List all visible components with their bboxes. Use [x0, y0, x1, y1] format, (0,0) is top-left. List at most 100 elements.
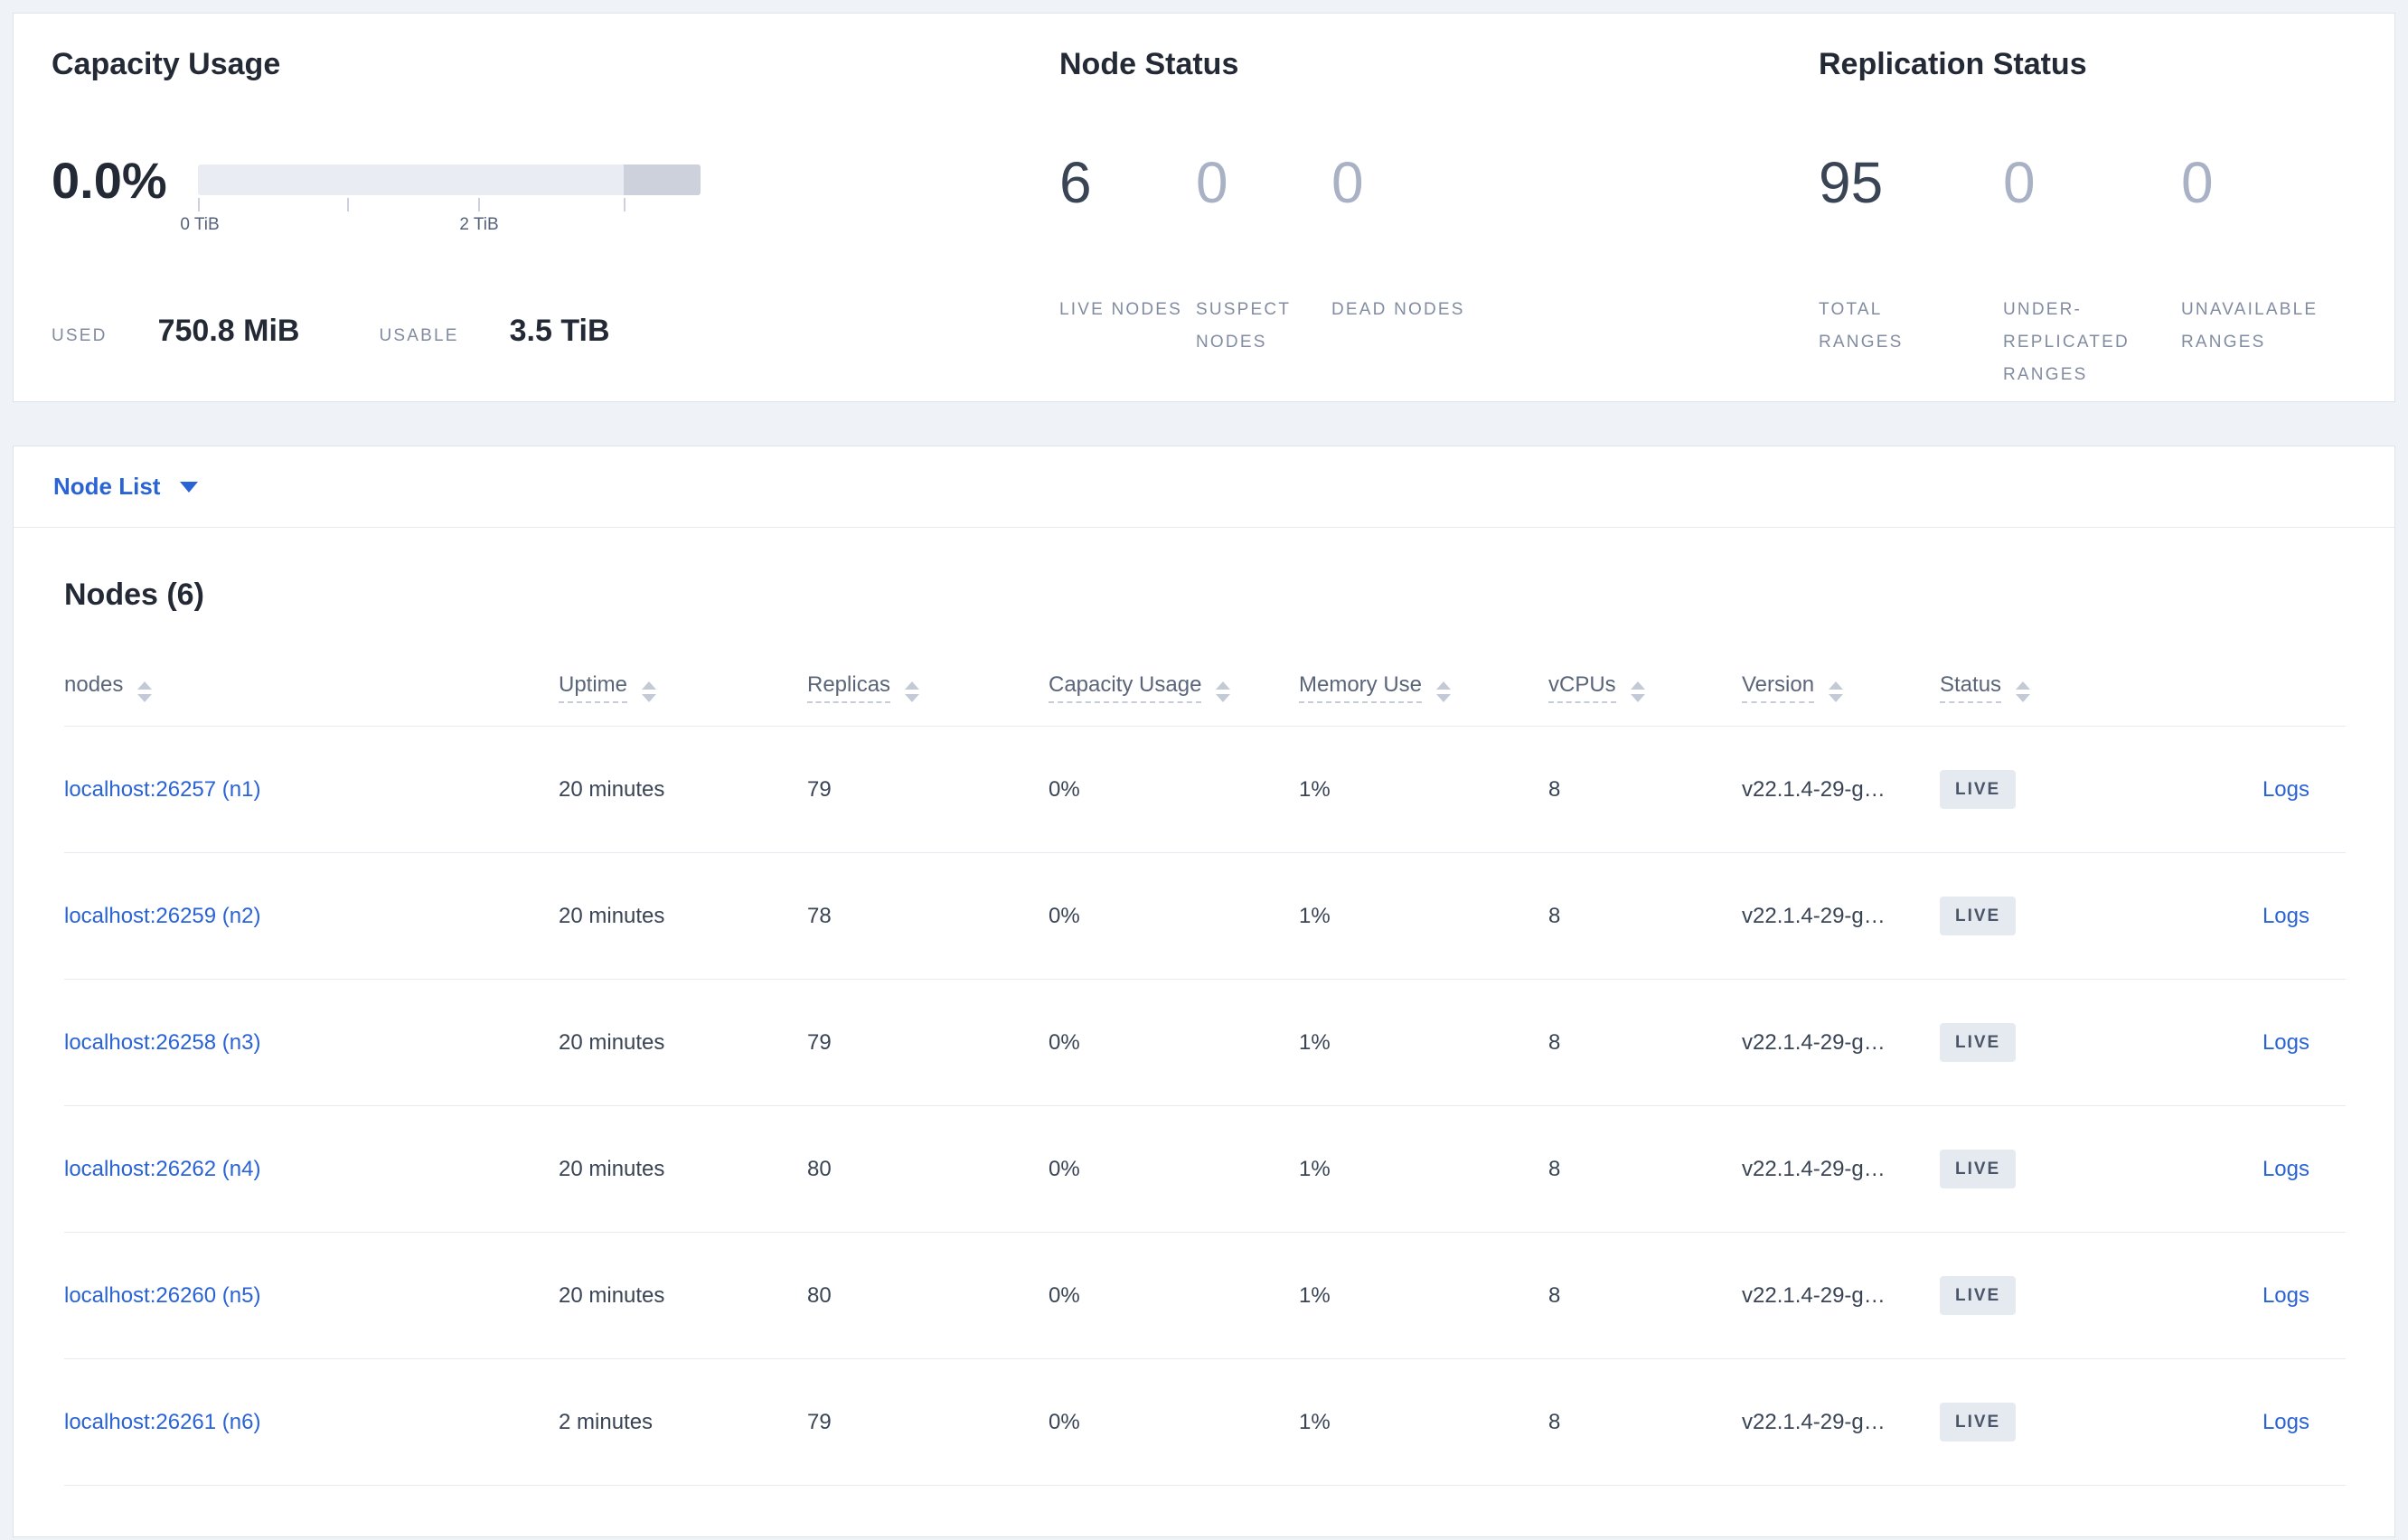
unavailable-ranges-value: 0	[2181, 150, 2214, 215]
dead-nodes-label: DEAD NODES	[1331, 300, 1465, 319]
vcpus-cell: 8	[1548, 1232, 1742, 1359]
logs-link[interactable]: Logs	[2262, 1029, 2309, 1055]
usable-value: 3.5 TiB	[509, 314, 610, 348]
column-header-vcpus[interactable]: vCPUs	[1548, 654, 1742, 727]
replication-stats: 95 TOTAL RANGES 0 UNDER-REPLICATED RANGE…	[1819, 147, 2356, 391]
table-header-row: nodes Uptime Replicas Capacity Usage Mem…	[64, 654, 2346, 727]
uptime-cell: 20 minutes	[559, 726, 807, 853]
node-cell: localhost:26262 (n4)	[64, 1105, 559, 1233]
sort-icon	[905, 681, 920, 702]
replicas-cell: 79	[807, 979, 1049, 1106]
status-cell: LIVE	[1940, 979, 2157, 1106]
axis-tick	[198, 198, 200, 211]
node-link[interactable]: localhost:26259 (n2)	[64, 903, 261, 928]
column-header-replicas[interactable]: Replicas	[807, 654, 1049, 727]
node-link[interactable]: localhost:26262 (n4)	[64, 1156, 261, 1181]
logs-cell: Logs	[2157, 1232, 2346, 1359]
column-header-capacity-usage[interactable]: Capacity Usage	[1049, 654, 1299, 727]
logs-link[interactable]: Logs	[2262, 1156, 2309, 1181]
node-list-dropdown-label: Node List	[53, 473, 161, 500]
node-list-dropdown[interactable]: Node List	[53, 473, 199, 501]
column-label: vCPUs	[1548, 672, 1616, 703]
version-cell: v22.1.4-29-g…	[1742, 1358, 1940, 1486]
version-cell: v22.1.4-29-g…	[1742, 852, 1940, 980]
uptime-cell: 20 minutes	[559, 1232, 807, 1359]
capacity-axis-label-mid: 2 TiB	[459, 215, 499, 234]
table-row: localhost:26262 (n4) 20 minutes 80 0% 1%…	[64, 1105, 2346, 1233]
node-status-stats: 6 LIVE NODES 0 SUSPECT NODES 0 DEAD NODE…	[1059, 147, 1819, 359]
status-cell: LIVE	[1940, 1358, 2157, 1486]
column-header-status[interactable]: Status	[1940, 654, 2157, 727]
vcpus-cell: 8	[1548, 1105, 1742, 1233]
column-label: Version	[1742, 672, 1815, 703]
node-link[interactable]: localhost:26261 (n6)	[64, 1409, 261, 1434]
vcpus-cell: 8	[1548, 1358, 1742, 1486]
status-badge: LIVE	[1940, 1276, 2017, 1315]
suspect-nodes-label: SUSPECT NODES	[1196, 300, 1291, 352]
replication-status-section: Replication Status 95 TOTAL RANGES 0 UND…	[1819, 44, 2356, 401]
node-status-section: Node Status 6 LIVE NODES 0 SUSPECT NODES…	[1059, 44, 1819, 401]
memory-cell: 1%	[1299, 979, 1548, 1106]
status-badge: LIVE	[1940, 897, 2017, 935]
column-header-logs	[2157, 654, 2346, 727]
table-row: localhost:26258 (n3) 20 minutes 79 0% 1%…	[64, 979, 2346, 1106]
live-nodes-label: LIVE NODES	[1059, 300, 1183, 319]
column-header-nodes[interactable]: nodes	[64, 654, 559, 727]
column-header-uptime[interactable]: Uptime	[559, 654, 807, 727]
capacity-cell: 0%	[1049, 1358, 1299, 1486]
column-label: Memory Use	[1299, 672, 1423, 703]
replicas-cell: 79	[807, 1358, 1049, 1486]
column-label: Status	[1940, 672, 2002, 703]
nodes-table-section: Nodes (6) nodes Uptime Replicas Capacity…	[14, 575, 2394, 1486]
node-list-dropdown-bar: Node List	[14, 446, 2394, 528]
status-badge: LIVE	[1940, 770, 2017, 809]
suspect-nodes-stat: 0 SUSPECT NODES	[1196, 147, 1331, 359]
memory-cell: 1%	[1299, 1232, 1548, 1359]
logs-link[interactable]: Logs	[2262, 776, 2309, 802]
column-label: nodes	[64, 672, 124, 697]
column-label: Replicas	[807, 672, 891, 703]
sort-icon	[1829, 681, 1844, 702]
total-ranges-stat: 95 TOTAL RANGES	[1819, 147, 2003, 391]
table-row: localhost:26260 (n5) 20 minutes 80 0% 1%…	[64, 1232, 2346, 1359]
node-cell: localhost:26260 (n5)	[64, 1232, 559, 1359]
table-row: localhost:26261 (n6) 2 minutes 79 0% 1% …	[64, 1358, 2346, 1486]
axis-tick	[478, 198, 480, 211]
capacity-usage-section: Capacity Usage 0.0% 0 TiB 2 TiB USED 7	[52, 44, 1059, 401]
node-link[interactable]: localhost:26257 (n1)	[64, 776, 261, 802]
status-cell: LIVE	[1940, 1105, 2157, 1233]
dead-nodes-value: 0	[1331, 150, 1364, 215]
vcpus-cell: 8	[1548, 852, 1742, 980]
unavailable-ranges-stat: 0 UNAVAILABLE RANGES	[2181, 147, 2317, 391]
vcpus-cell: 8	[1548, 979, 1742, 1106]
status-cell: LIVE	[1940, 726, 2157, 853]
status-badge: LIVE	[1940, 1403, 2017, 1441]
logs-link[interactable]: Logs	[2262, 903, 2309, 928]
replicas-cell: 79	[807, 726, 1049, 853]
status-badge: LIVE	[1940, 1150, 2017, 1188]
used-label: USED	[52, 326, 108, 345]
node-link[interactable]: localhost:26258 (n3)	[64, 1029, 261, 1055]
sort-icon	[1436, 681, 1452, 702]
sort-icon	[1630, 681, 1645, 702]
logs-link[interactable]: Logs	[2262, 1409, 2309, 1434]
version-cell: v22.1.4-29-g…	[1742, 1105, 1940, 1233]
axis-tick	[624, 198, 626, 211]
suspect-nodes-value: 0	[1196, 150, 1228, 215]
live-nodes-value: 6	[1059, 150, 1092, 215]
cluster-summary-panel: Capacity Usage 0.0% 0 TiB 2 TiB USED 7	[13, 13, 2395, 402]
dead-nodes-stat: 0 DEAD NODES	[1331, 147, 1465, 359]
node-link[interactable]: localhost:26260 (n5)	[64, 1282, 261, 1308]
total-ranges-value: 95	[1819, 150, 1884, 215]
unavailable-ranges-label: UNAVAILABLE RANGES	[2181, 300, 2319, 352]
uptime-cell: 20 minutes	[559, 1105, 807, 1233]
logs-link[interactable]: Logs	[2262, 1282, 2309, 1308]
node-list-panel: Node List Nodes (6) nodes Uptime Replica…	[13, 446, 2395, 1537]
column-header-memory-use[interactable]: Memory Use	[1299, 654, 1548, 727]
status-cell: LIVE	[1940, 1232, 2157, 1359]
sort-icon	[642, 681, 657, 702]
column-header-version[interactable]: Version	[1742, 654, 1940, 727]
table-row: localhost:26257 (n1) 20 minutes 79 0% 1%…	[64, 726, 2346, 853]
node-cell: localhost:26257 (n1)	[64, 726, 559, 853]
